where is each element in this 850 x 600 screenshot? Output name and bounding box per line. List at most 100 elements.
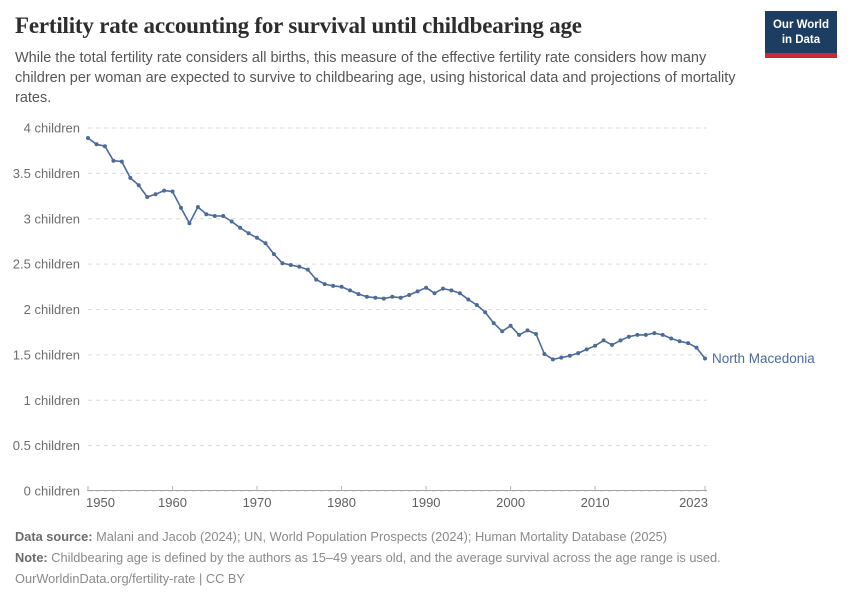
page-title: Fertility rate accounting for survival u… [15,13,582,38]
data-point-marker [348,288,352,293]
y-tick-label: 3 children [24,211,80,226]
data-point-marker [643,332,648,337]
data-point-marker [246,231,251,236]
data-point-marker [424,285,429,290]
footer-datasource-line: Data source: Malani and Jacob (2024); UN… [15,527,835,548]
data-point-marker [102,144,107,149]
data-point-marker [457,291,462,296]
x-tick-label: 1960 [158,495,187,510]
data-point-marker [94,142,99,147]
data-point-marker [119,159,124,164]
data-point-marker [618,338,623,343]
data-point-marker [212,214,217,218]
data-point-marker [314,277,319,282]
data-point-marker [542,352,547,356]
data-point-marker [271,252,276,257]
data-point-marker [449,288,454,293]
data-point-marker [170,189,175,194]
data-point-marker [364,294,369,299]
data-point-marker [162,188,167,193]
data-point-marker [373,295,378,300]
data-point-marker [297,264,302,269]
y-tick-label: 2 children [24,302,80,317]
data-point-marker [601,338,606,343]
data-point-marker [398,295,403,300]
data-point-marker [381,296,386,301]
data-point-marker [288,263,293,267]
data-point-marker [407,293,412,297]
data-point-marker [111,158,116,163]
y-tick-label: 1.5 children [13,347,80,362]
data-point-marker [686,341,691,346]
datasource-text: Malani and Jacob (2024); UN, World Popul… [96,529,668,545]
data-point-marker [669,336,674,341]
license-label: CC BY [205,571,245,587]
chart-subtitle: While the total fertility rate considers… [15,50,736,106]
data-point-marker [584,347,589,352]
data-point-marker [508,323,513,328]
owid-logo[interactable]: Our World in Data [764,11,837,58]
footer-citation-line: OurWorldinData.org/fertility-rate | CC B… [15,569,835,590]
data-point-marker [660,332,665,337]
owid-logo-line1: Our World [772,19,829,31]
data-point-marker [238,225,243,230]
data-point-marker [331,283,336,288]
data-point-marker [204,212,209,217]
data-point-marker [559,355,564,360]
entity-label[interactable]: North Macedonia [712,351,815,366]
chart-footer: Data source: Malani and Jacob (2024); UN… [15,527,835,590]
datasource-label: Data source: [15,529,93,545]
data-point-marker [145,195,150,199]
data-point-marker [483,310,488,315]
data-point-marker [415,289,420,294]
y-tick-label: 0.5 children [13,438,80,453]
owid-logo-line2: in Data [781,33,821,46]
x-tick-label: 1990 [412,495,441,510]
data-point-marker [474,303,479,307]
data-point-marker [550,357,555,362]
x-tick-label: 2000 [496,495,525,510]
data-point-marker [432,291,437,296]
data-point-marker [677,339,682,344]
data-point-marker [322,282,327,287]
x-tick-label: 1980 [327,495,356,510]
footer-note-line: Note: Childbearing age is defined by the… [15,548,835,569]
data-point-marker [441,286,445,291]
data-point-marker [610,342,614,347]
data-point-marker [221,214,226,218]
data-point-marker [339,284,344,289]
data-point-marker [500,329,505,334]
data-point-marker [179,205,183,210]
owid-url: OurWorldinData.org/fertility-rate [15,571,196,587]
fertility-line [87,137,706,361]
x-tick-label: 1970 [243,495,272,510]
x-tick-label: 2023 [679,495,708,510]
data-point-marker [635,332,640,337]
y-tick-label: 0 children [24,484,80,499]
data-point-marker [229,219,234,224]
data-point-marker [305,267,310,272]
note-label: Note: [15,550,48,566]
data-point-marker [534,332,538,336]
data-point-marker [255,235,259,240]
data-point-marker [263,241,268,246]
data-point-marker [128,175,133,180]
y-tick-label: 1 children [24,393,80,408]
data-point-marker [491,321,496,326]
data-point-marker [195,205,200,209]
data-point-marker [136,183,141,188]
data-point-marker [567,353,572,358]
y-tick-label: 4 children [24,121,80,136]
chart-header: Fertility rate accounting for survival u… [15,13,835,108]
data-point-marker [576,351,581,356]
data-point-marker [390,294,395,299]
note-text: Childbearing age is defined by the autho… [51,550,721,566]
x-tick-label: 2010 [581,495,610,510]
data-point-marker [703,356,707,361]
data-point-marker [466,297,471,302]
data-point-marker [652,331,657,336]
data-point-marker [517,332,522,337]
y-tick-label: 3.5 children [13,166,80,181]
